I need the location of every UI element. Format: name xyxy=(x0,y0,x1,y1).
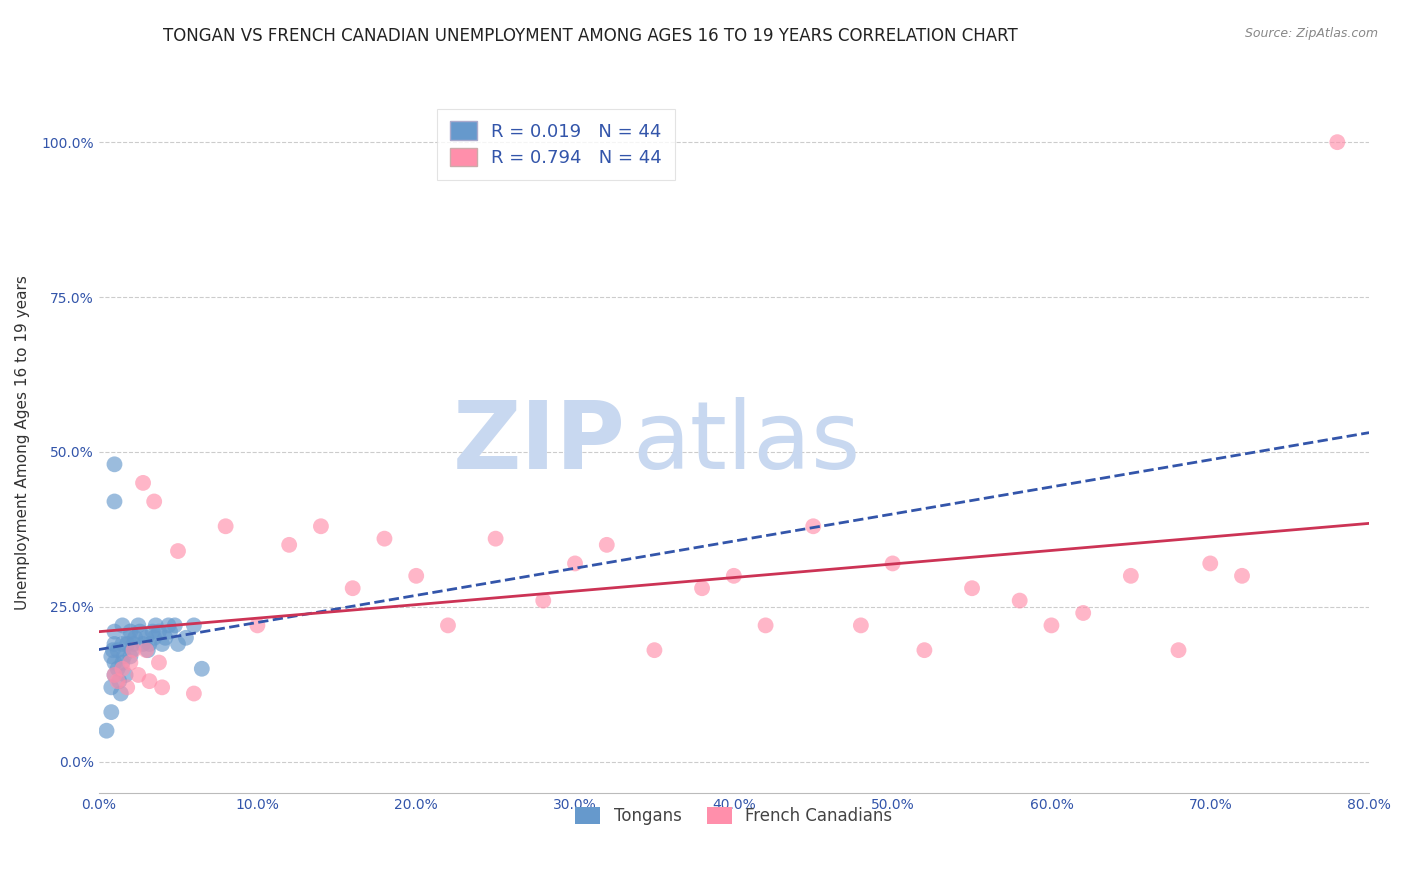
Point xyxy=(159,624,181,639)
Point xyxy=(111,662,134,676)
Point xyxy=(150,637,173,651)
Point xyxy=(136,643,159,657)
Point xyxy=(135,643,157,657)
Point xyxy=(1040,618,1063,632)
Point xyxy=(148,624,170,639)
Point xyxy=(163,618,186,632)
Point xyxy=(118,631,141,645)
Point xyxy=(531,593,554,607)
Point xyxy=(278,538,301,552)
Y-axis label: Unemployment Among Ages 16 to 19 years: Unemployment Among Ages 16 to 19 years xyxy=(15,276,30,610)
Point xyxy=(103,668,125,682)
Text: ZIP: ZIP xyxy=(453,397,626,489)
Point xyxy=(912,643,935,657)
Point xyxy=(100,649,122,664)
Point xyxy=(127,668,149,682)
Point xyxy=(596,538,619,552)
Point xyxy=(564,557,586,571)
Point xyxy=(643,643,665,657)
Point xyxy=(101,643,124,657)
Point xyxy=(755,618,778,632)
Point xyxy=(157,618,180,632)
Point xyxy=(191,662,214,676)
Point xyxy=(108,674,131,689)
Point xyxy=(112,649,135,664)
Point xyxy=(309,519,332,533)
Point xyxy=(121,643,143,657)
Point xyxy=(437,618,460,632)
Point xyxy=(120,624,142,639)
Point xyxy=(1008,593,1031,607)
Point xyxy=(124,631,146,645)
Point xyxy=(135,631,157,645)
Legend: Tongans, French Canadians: Tongans, French Canadians xyxy=(567,798,900,833)
Point xyxy=(103,637,125,651)
Point xyxy=(142,624,165,639)
Point xyxy=(114,668,136,682)
Point xyxy=(111,656,134,670)
Point xyxy=(115,637,138,651)
Point xyxy=(110,687,132,701)
Point xyxy=(96,723,118,738)
Point xyxy=(103,458,125,472)
Point xyxy=(100,705,122,719)
Point xyxy=(111,637,134,651)
Point xyxy=(120,656,142,670)
Point xyxy=(849,618,872,632)
Point xyxy=(342,581,364,595)
Point xyxy=(148,656,170,670)
Point xyxy=(107,662,129,676)
Point xyxy=(143,631,166,645)
Point xyxy=(138,674,160,689)
Point xyxy=(1199,557,1222,571)
Point xyxy=(103,668,125,682)
Point xyxy=(128,624,150,639)
Point xyxy=(122,643,145,657)
Point xyxy=(100,681,122,695)
Point xyxy=(145,618,167,632)
Point xyxy=(882,557,904,571)
Point xyxy=(1326,135,1348,149)
Point xyxy=(138,637,160,651)
Point xyxy=(103,494,125,508)
Point xyxy=(183,687,205,701)
Point xyxy=(167,637,190,651)
Point xyxy=(115,681,138,695)
Point xyxy=(1230,569,1253,583)
Text: Source: ZipAtlas.com: Source: ZipAtlas.com xyxy=(1244,27,1378,40)
Point xyxy=(150,681,173,695)
Point xyxy=(103,656,125,670)
Point xyxy=(132,475,155,490)
Point xyxy=(107,674,129,689)
Point xyxy=(1167,643,1189,657)
Point xyxy=(1119,569,1142,583)
Point xyxy=(127,618,149,632)
Point xyxy=(960,581,983,595)
Point xyxy=(155,631,177,645)
Point xyxy=(373,532,395,546)
Point xyxy=(122,637,145,651)
Point xyxy=(690,581,713,595)
Point xyxy=(485,532,508,546)
Point xyxy=(167,544,190,558)
Point xyxy=(120,649,142,664)
Point xyxy=(1071,606,1094,620)
Point xyxy=(246,618,269,632)
Point xyxy=(143,494,166,508)
Point xyxy=(801,519,824,533)
Point xyxy=(107,643,129,657)
Point xyxy=(183,618,205,632)
Point xyxy=(405,569,427,583)
Point xyxy=(174,631,197,645)
Text: TONGAN VS FRENCH CANADIAN UNEMPLOYMENT AMONG AGES 16 TO 19 YEARS CORRELATION CHA: TONGAN VS FRENCH CANADIAN UNEMPLOYMENT A… xyxy=(163,27,1018,45)
Point xyxy=(723,569,745,583)
Text: atlas: atlas xyxy=(633,397,860,489)
Point xyxy=(103,624,125,639)
Point xyxy=(132,637,155,651)
Point xyxy=(214,519,236,533)
Point xyxy=(111,618,134,632)
